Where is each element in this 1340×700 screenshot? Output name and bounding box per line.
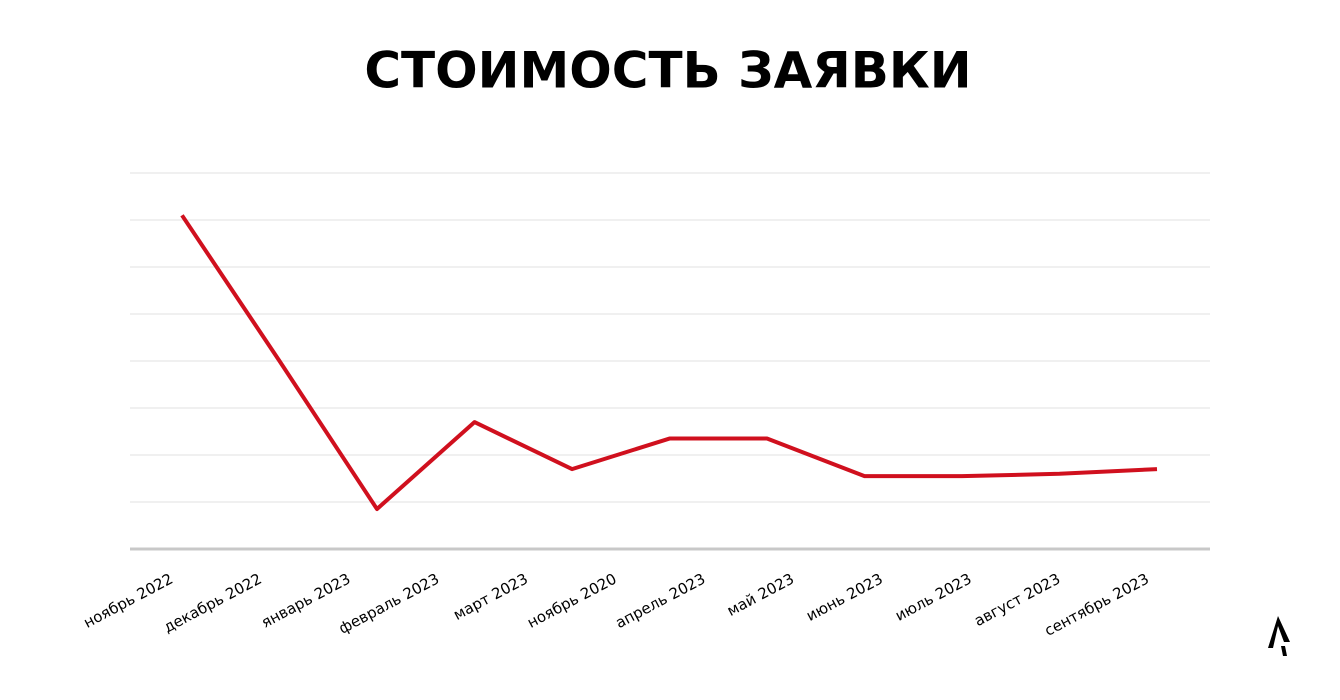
x-tick-label: июнь 2023 (803, 570, 886, 625)
x-tick-label: февраль 2023 (336, 570, 442, 638)
x-tick-label: март 2023 (450, 570, 531, 624)
x-tick-label: декабрь 2022 (161, 570, 265, 637)
x-tick-label: май 2023 (724, 570, 797, 620)
line (180, 214, 1158, 512)
x-tick-label: июль 2023 (892, 570, 974, 625)
logo (1268, 616, 1290, 656)
x-tick-label: ноябрь 2020 (524, 570, 619, 632)
x-tick-label: апрель 2023 (612, 570, 708, 632)
chart-title: СТОИМОСТЬ ЗАЯВКИ (364, 42, 971, 100)
